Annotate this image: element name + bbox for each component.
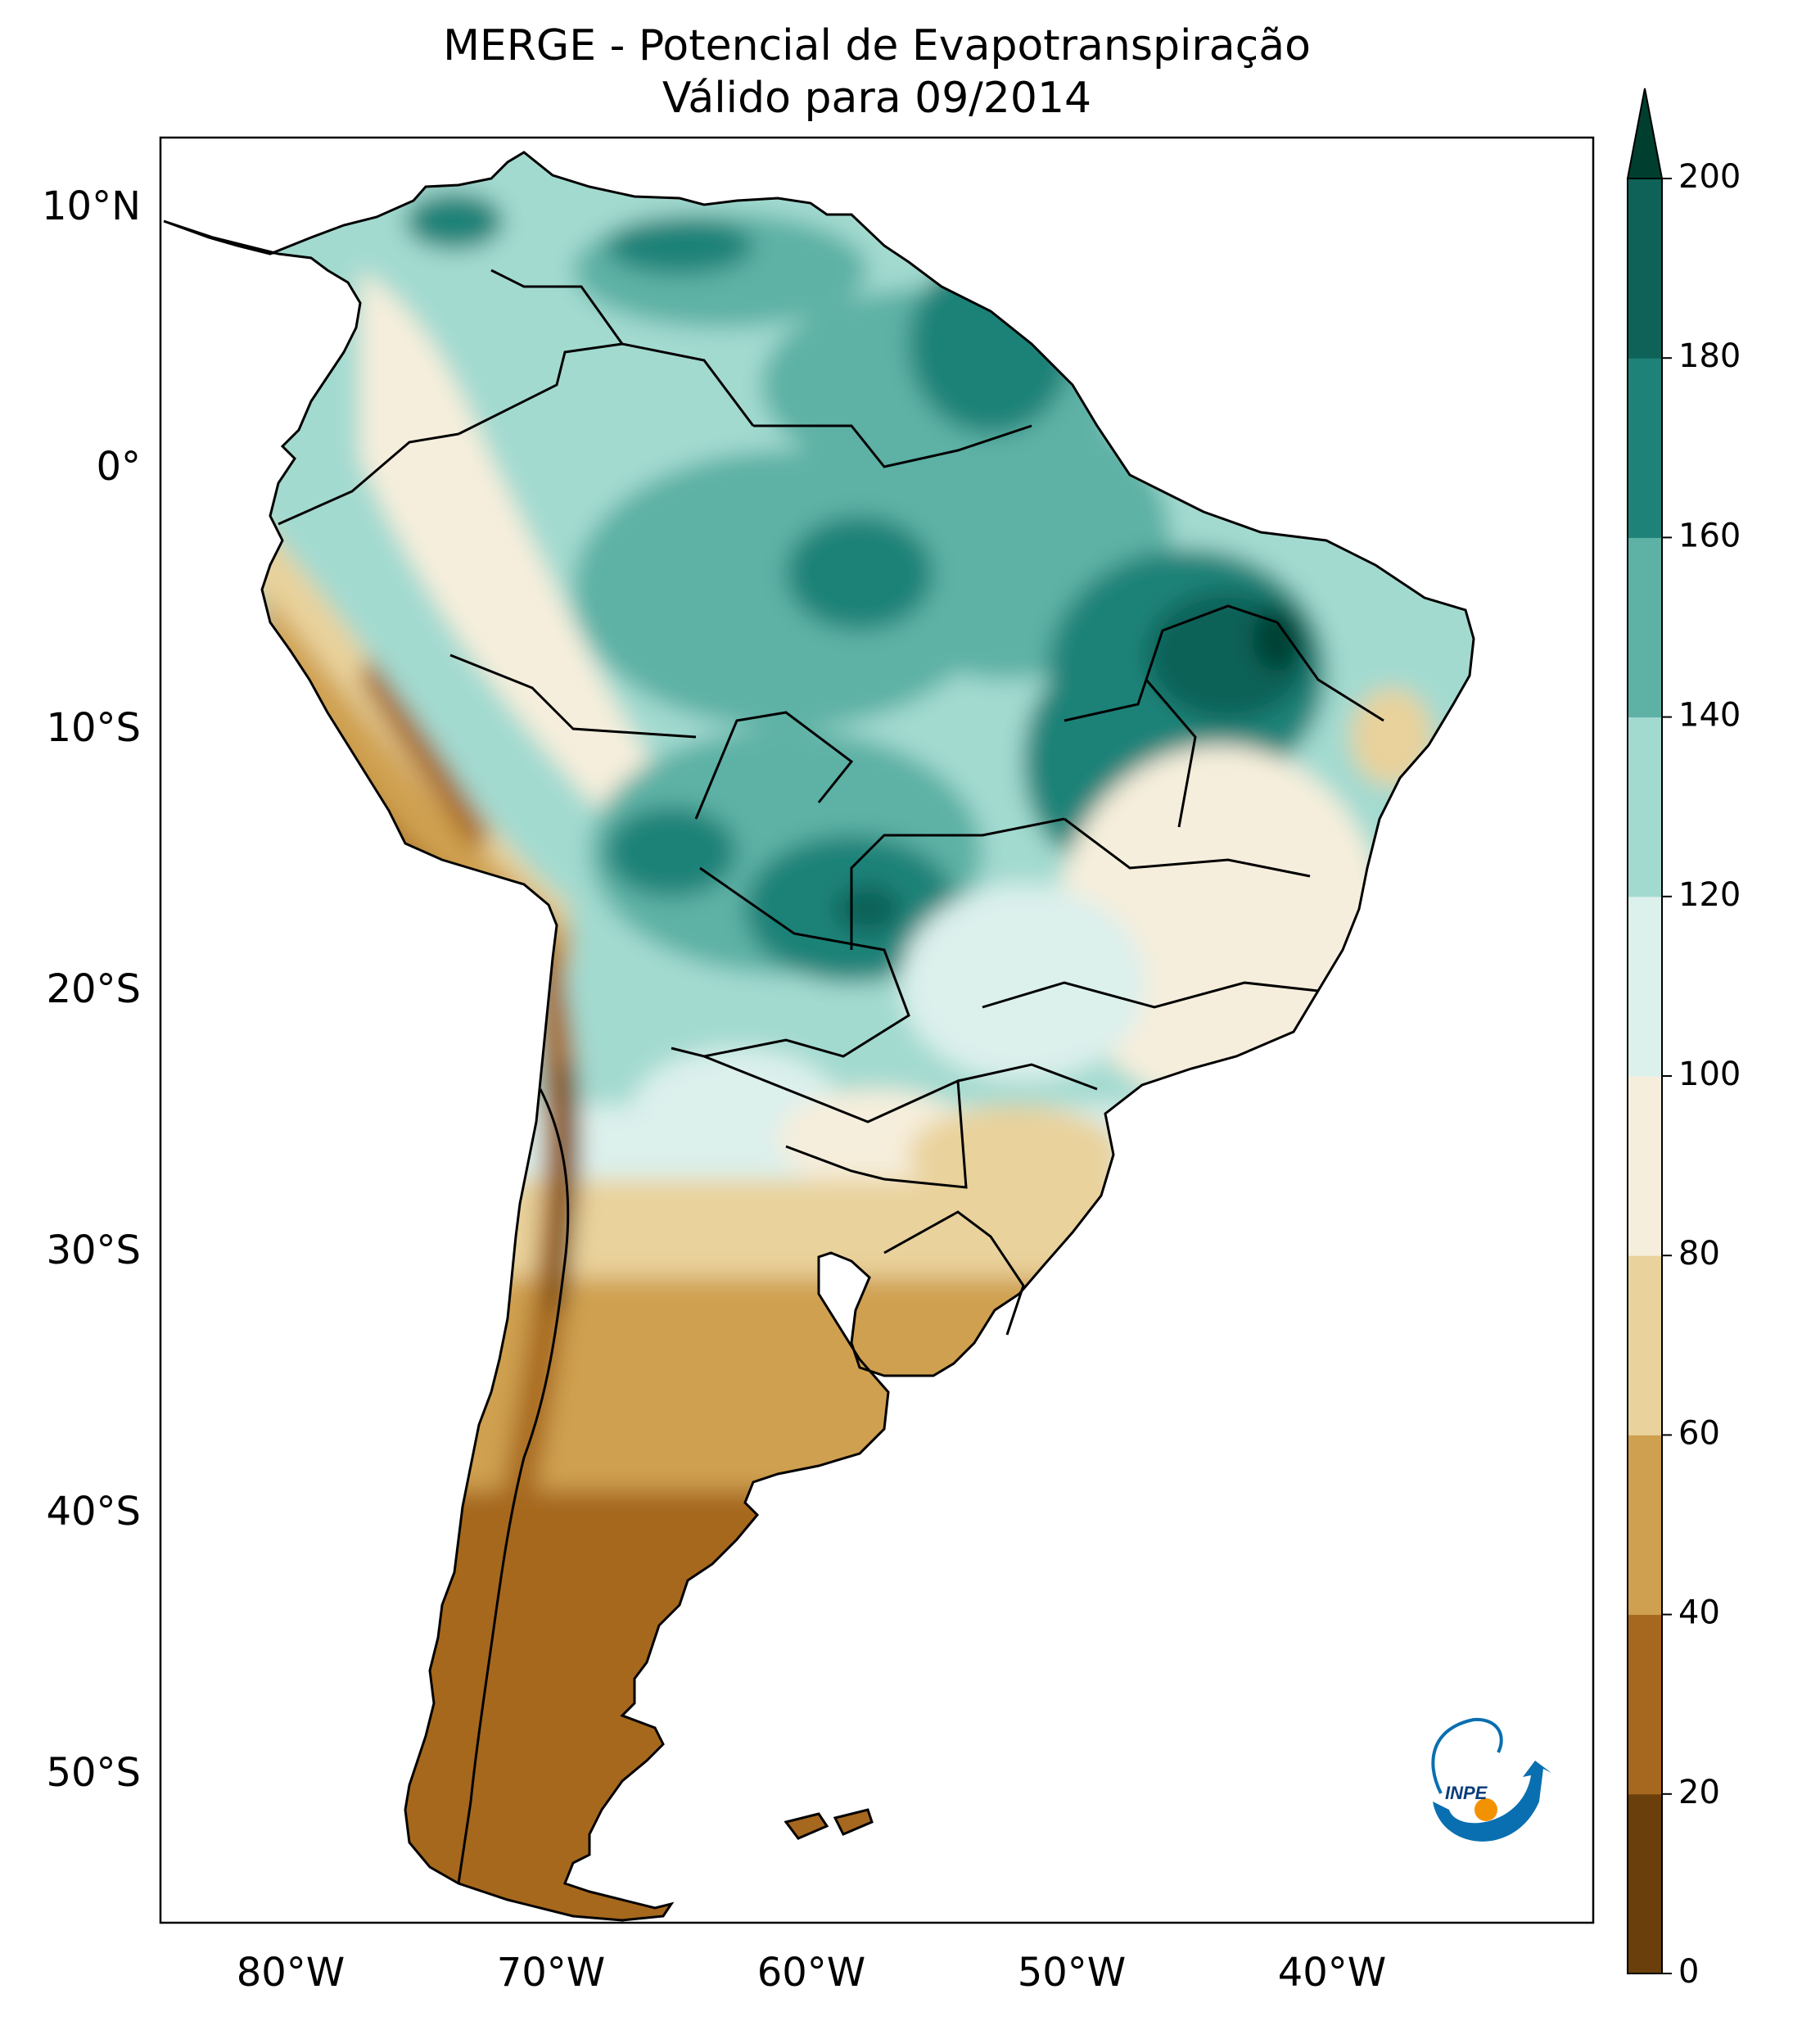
colorbar-band <box>1628 896 1662 1077</box>
colorbar-band <box>1628 1076 1662 1256</box>
falkland-islands <box>784 1808 874 1840</box>
lat-label: 30°S <box>46 1227 141 1273</box>
border-brazil-states-north <box>1064 604 1278 722</box>
border-bolivia <box>671 866 910 1058</box>
colorbar-tick-label: 20 <box>1678 1774 1720 1811</box>
country-borders <box>162 151 1475 1922</box>
lon-label: 80°W <box>237 1950 345 1996</box>
colorbar-tick-label: 180 <box>1678 337 1741 375</box>
map-subtitle: Válido para 09/2014 <box>662 74 1092 123</box>
colorbar-band <box>1628 1614 1662 1795</box>
colorbar-tick-label: 80 <box>1678 1235 1720 1273</box>
colorbar-tick-label: 140 <box>1678 697 1741 735</box>
lon-label: 70°W <box>497 1950 606 1996</box>
colorbar: 0 20 40 60 80 100 120 140 160 180 200 <box>1626 88 1741 1991</box>
colorbar-tick-label: 0 <box>1678 1953 1699 1991</box>
colorbar-extend-arrow <box>1626 88 1664 179</box>
inpe-logo: INPE <box>1431 1717 1551 1842</box>
logo-text: INPE <box>1445 1783 1488 1803</box>
lon-label: 50°W <box>1018 1950 1127 1996</box>
border-peru-inner <box>449 653 697 739</box>
border-ecuador <box>278 432 459 526</box>
border-brazil-states-mt <box>850 817 1065 950</box>
colorbar-band <box>1628 717 1662 897</box>
lon-axis: 80°W 70°W 60°W 50°W 40°W <box>237 1950 1387 1996</box>
colorbar-band <box>1628 1793 1662 1974</box>
border-venezuela-brazil <box>753 424 1032 468</box>
colorbar-tick-label: 60 <box>1678 1414 1720 1452</box>
border-brazil-states-ne2 <box>1276 622 1384 722</box>
colorbar-band <box>1628 358 1662 538</box>
lat-label: 50°S <box>46 1750 141 1796</box>
logo-arc-icon <box>1431 1717 1503 1794</box>
border-chile-argentina <box>457 1088 570 1884</box>
lat-label: 20°S <box>46 966 141 1012</box>
lat-label: 10°S <box>46 705 141 751</box>
map-title: MERGE - Potencial de Evapotranspiração <box>443 21 1311 70</box>
lat-label: 40°S <box>46 1489 141 1535</box>
border-colombia-venezuela <box>490 269 755 427</box>
colorbar-band <box>1628 179 1662 359</box>
border-brazil-states-ne <box>1145 679 1197 828</box>
colorbar-band <box>1628 1435 1662 1616</box>
colorbar-tick-label: 40 <box>1678 1594 1720 1632</box>
lon-label: 40°W <box>1278 1950 1387 1996</box>
border-peru-brazil <box>694 711 854 820</box>
colorbar-tick-label: 200 <box>1678 158 1741 196</box>
colorbar-tick-label: 160 <box>1678 517 1741 554</box>
lat-axis: 10°N 0° 10°S 20°S 30°S 40°S 50°S <box>42 183 141 1796</box>
colorbar-tick-label: 100 <box>1678 1056 1741 1093</box>
colorbar-tick-label: 120 <box>1678 876 1741 914</box>
colorbar-band <box>1628 1255 1662 1435</box>
logo-dot-icon <box>1475 1798 1497 1821</box>
logo-swoosh-icon <box>1433 1761 1551 1842</box>
border-brazil-states-center <box>1064 817 1311 878</box>
border-uruguay <box>883 1210 1025 1336</box>
colorbar-band <box>1628 537 1662 718</box>
border-brazil-states-south <box>957 1063 1098 1091</box>
border-brazil-states-southeast <box>982 981 1319 1009</box>
border-colombia-south <box>458 342 623 436</box>
border-paraguay <box>703 1055 968 1189</box>
lat-label: 0° <box>96 444 141 490</box>
lon-label: 60°W <box>757 1950 866 1996</box>
lat-label: 10°N <box>42 183 141 229</box>
